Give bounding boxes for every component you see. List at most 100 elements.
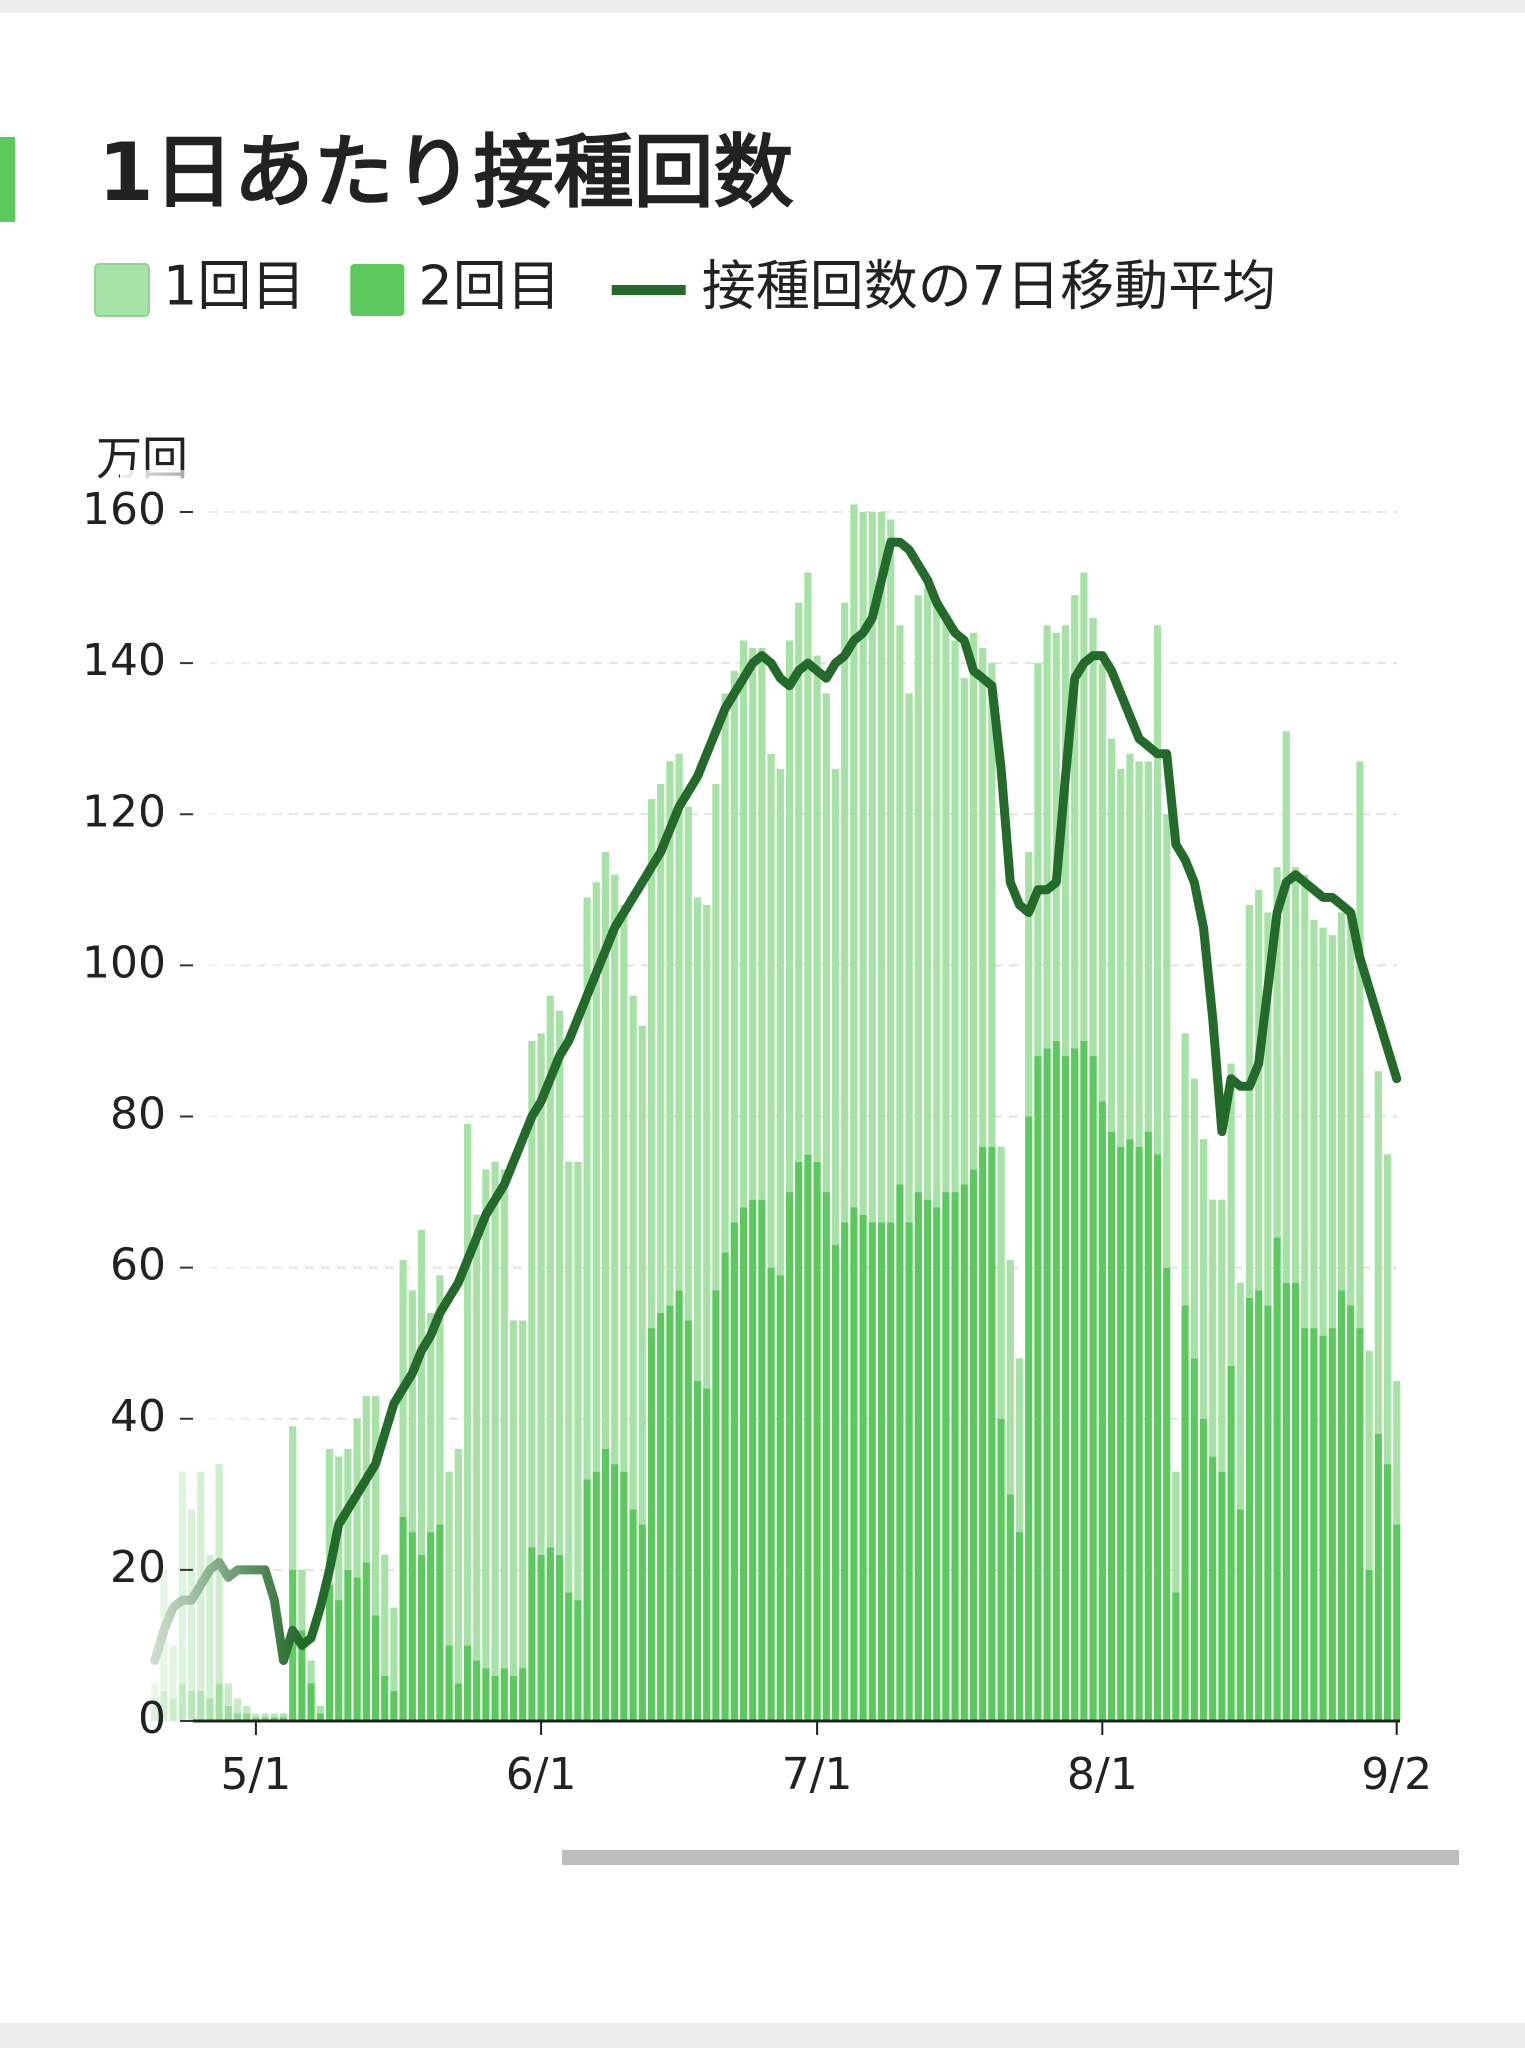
bar bbox=[1144, 1131, 1152, 1721]
bar bbox=[353, 1577, 361, 1721]
bar bbox=[528, 1547, 536, 1721]
bar bbox=[1301, 1328, 1309, 1721]
y-tick-label: 0 bbox=[138, 1693, 166, 1744]
bar bbox=[923, 587, 932, 1200]
bar bbox=[868, 512, 876, 1223]
bar bbox=[381, 1675, 389, 1721]
bar bbox=[408, 1290, 416, 1533]
bar bbox=[730, 1222, 738, 1721]
bar bbox=[647, 799, 656, 1329]
bar bbox=[316, 1705, 324, 1714]
bar bbox=[914, 595, 922, 1193]
bar bbox=[1245, 1297, 1254, 1721]
bar bbox=[528, 1040, 536, 1548]
bar bbox=[721, 1252, 729, 1721]
bar bbox=[804, 572, 812, 1155]
bar bbox=[1071, 595, 1079, 1049]
bar bbox=[1337, 1290, 1346, 1721]
bar bbox=[1052, 1040, 1060, 1721]
bar bbox=[473, 1214, 481, 1661]
bar bbox=[436, 1524, 444, 1721]
legend-label: 1回目 bbox=[163, 255, 305, 318]
bar bbox=[500, 1169, 508, 1669]
bar bbox=[482, 1169, 490, 1669]
legend-label: 2回目 bbox=[418, 255, 560, 318]
bar bbox=[1199, 1418, 1208, 1721]
bar bbox=[997, 1146, 1005, 1419]
bar bbox=[1227, 1063, 1235, 1366]
bar bbox=[960, 678, 968, 1185]
bar bbox=[657, 784, 665, 1313]
bar bbox=[555, 1554, 564, 1721]
bar bbox=[620, 1471, 628, 1721]
bar bbox=[675, 1290, 683, 1721]
bar bbox=[629, 1509, 637, 1721]
bar bbox=[1383, 1464, 1392, 1721]
bar bbox=[592, 1471, 600, 1721]
bar bbox=[335, 1600, 343, 1721]
bar bbox=[1218, 1471, 1226, 1721]
bar bbox=[427, 1312, 435, 1533]
bar bbox=[951, 640, 959, 1193]
bar bbox=[813, 1161, 821, 1721]
bar bbox=[1218, 1199, 1226, 1472]
bar bbox=[1071, 1048, 1079, 1721]
bar bbox=[1209, 1199, 1217, 1457]
bar bbox=[620, 904, 628, 1472]
bar bbox=[684, 1320, 692, 1721]
bar bbox=[1273, 867, 1281, 1238]
bar bbox=[1264, 1305, 1272, 1721]
bar bbox=[463, 1124, 472, 1646]
bar bbox=[1107, 738, 1116, 1132]
scrollbar[interactable] bbox=[562, 1850, 1459, 1865]
bar bbox=[1291, 867, 1300, 1283]
bar bbox=[1153, 625, 1162, 1155]
bar bbox=[1374, 1433, 1382, 1721]
bar bbox=[666, 1305, 674, 1721]
bar bbox=[1153, 1154, 1162, 1721]
bar bbox=[841, 1222, 849, 1721]
bar bbox=[1107, 1131, 1116, 1721]
bar bbox=[1034, 1056, 1042, 1721]
bar bbox=[822, 1192, 830, 1721]
axes: 0 20 40 60 80 100 120 140 160 5/1 6/1 7/1 8/1 9/2 bbox=[82, 484, 1432, 1800]
bar bbox=[417, 1229, 426, 1555]
bar bbox=[1255, 889, 1263, 1291]
bar bbox=[896, 625, 904, 1185]
bar bbox=[1347, 1305, 1355, 1721]
bar bbox=[307, 1683, 315, 1721]
bar bbox=[693, 1380, 702, 1721]
x-tick-label: 8/1 bbox=[1067, 1749, 1138, 1800]
bar bbox=[638, 1524, 646, 1721]
bar bbox=[1255, 1290, 1263, 1721]
bar bbox=[969, 1169, 978, 1721]
bar bbox=[344, 1569, 352, 1721]
bar bbox=[887, 1222, 895, 1721]
bar bbox=[583, 1479, 591, 1721]
bar bbox=[1089, 1056, 1097, 1721]
bar bbox=[509, 1320, 518, 1676]
bar bbox=[381, 1554, 389, 1676]
bar bbox=[979, 1146, 987, 1721]
bar bbox=[1190, 1358, 1198, 1721]
bar bbox=[1163, 814, 1171, 1268]
bar bbox=[1061, 1056, 1070, 1721]
bar bbox=[951, 1192, 959, 1721]
bar bbox=[1190, 1078, 1198, 1359]
bar bbox=[1135, 761, 1143, 1147]
bars bbox=[151, 504, 1401, 1721]
bar bbox=[675, 753, 683, 1291]
bar bbox=[371, 1396, 380, 1616]
bar bbox=[703, 904, 711, 1389]
bar bbox=[1236, 1282, 1244, 1510]
bar bbox=[1006, 1260, 1014, 1495]
bar bbox=[831, 1244, 840, 1721]
bar bbox=[988, 663, 996, 1147]
bar bbox=[1025, 852, 1033, 1117]
bar bbox=[1089, 617, 1097, 1057]
bar bbox=[1282, 1282, 1290, 1721]
bar bbox=[1356, 1328, 1364, 1721]
bar bbox=[574, 1600, 582, 1721]
bar bbox=[592, 882, 600, 1472]
bar bbox=[399, 1516, 407, 1721]
